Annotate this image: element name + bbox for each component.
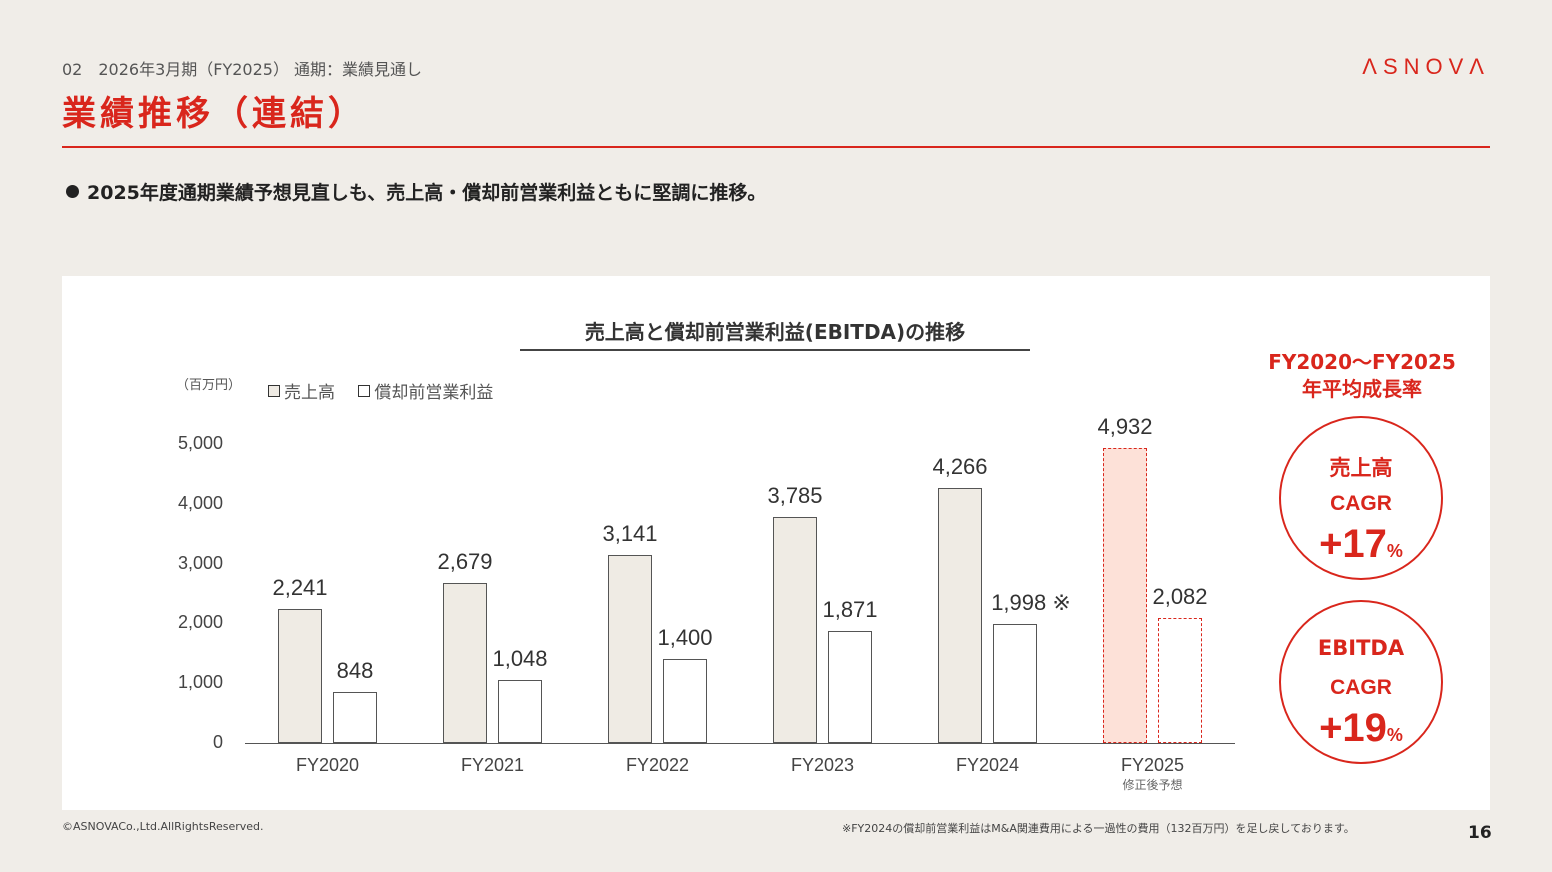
data-label-revenue: 3,141	[602, 521, 658, 547]
bar-revenue	[773, 516, 817, 743]
bar-ebitda	[993, 623, 1037, 743]
y-tick-label: 1,000	[177, 672, 223, 693]
chart-title: 売上高と償却前営業利益(EBITDA)の推移	[584, 320, 966, 344]
bar-revenue	[278, 608, 322, 743]
x-tick-label: FY2025	[1120, 755, 1185, 775]
cagr-revenue-number: +17	[1319, 522, 1387, 566]
legend-swatch-ebitda	[358, 385, 371, 397]
x-tick-sublabel: 修正後予想	[1122, 778, 1183, 792]
data-label-ebitda: 1,998 ※	[991, 589, 1071, 615]
cagr-circle-revenue: 売上高 CAGR +17%	[1279, 416, 1443, 580]
cagr-revenue-label: 売上高	[1329, 456, 1393, 480]
x-tick-label: FY2021	[460, 755, 525, 775]
chart-title-underline	[520, 349, 1030, 351]
data-label-revenue: 4,932	[1097, 414, 1153, 440]
bar-ebitda	[1158, 618, 1202, 743]
x-axis-baseline	[245, 743, 1235, 744]
x-tick-label: FY2022	[625, 755, 690, 775]
cagr-revenue-value: +17%	[1281, 522, 1441, 567]
cagr-heading: FY2020～FY2025 年平均成長率	[1262, 349, 1462, 403]
legend-label-ebitda: 償却前営業利益	[374, 383, 494, 403]
y-tick-label: 5,000	[177, 433, 223, 453]
bar-revenue	[443, 582, 487, 743]
y-tick-label: 3,000	[177, 552, 223, 573]
x-tick-label: FY2023	[790, 755, 855, 775]
bar-ebitda	[333, 692, 377, 743]
company-logo: ΛSNOVΛ	[1362, 54, 1490, 79]
summary-bullet: 2025年度通期業績予想見直しも、売上高・償却前営業利益ともに堅調に推移。	[66, 178, 766, 205]
copyright: ©ASNOVACo.,Ltd.AllRightsReserved.	[62, 820, 264, 833]
data-label-ebitda: 1,400	[657, 625, 713, 651]
data-label-revenue: 3,785	[767, 482, 823, 508]
section-label: 02 2026年3月期（FY2025） 通期：業績見通し	[62, 60, 423, 79]
bar-ebitda	[828, 631, 872, 743]
data-label-ebitda: 848	[336, 658, 374, 684]
cagr-revenue-unit: %	[1386, 541, 1403, 561]
cagr-ebitda-label: EBITDA	[1317, 636, 1405, 660]
title-divider	[62, 146, 1490, 148]
cagr-ebitda-value: +19%	[1281, 706, 1441, 751]
y-tick-label: 4,000	[177, 492, 223, 513]
summary-text: 2025年度通期業績予想見直しも、売上高・償却前営業利益ともに堅調に推移。	[87, 182, 767, 204]
chart-legend: 売上高 償却前営業利益	[268, 378, 511, 403]
data-label-ebitda: 1,871	[822, 597, 878, 623]
bar-ebitda	[498, 680, 542, 743]
cagr-ebitda-sub: CAGR	[1330, 676, 1392, 699]
cagr-heading-label: 年平均成長率	[1302, 377, 1422, 401]
data-label-revenue: 2,241	[272, 574, 328, 600]
bar-revenue	[608, 555, 652, 743]
y-tick-label: 0	[212, 732, 223, 752]
data-label-revenue: 2,679	[437, 548, 493, 574]
bullet-dot-icon	[66, 185, 79, 198]
cagr-revenue-sub: CAGR	[1330, 492, 1392, 515]
chart-unit-label: （百万円）	[176, 378, 242, 393]
data-label-ebitda: 1,048	[492, 646, 548, 672]
page-title: 業績推移（連結）	[62, 94, 366, 134]
y-tick-label: 2,000	[177, 612, 223, 633]
bar-ebitda	[663, 659, 707, 743]
legend-swatch-revenue	[268, 385, 280, 397]
data-label-revenue: 4,266	[932, 453, 988, 479]
x-tick-label: FY2020	[295, 755, 360, 775]
legend-item-ebitda: 償却前営業利益	[358, 383, 493, 403]
legend-item-revenue: 売上高	[268, 383, 335, 403]
bar-revenue	[1103, 448, 1147, 743]
cagr-heading-period: FY2020～FY2025	[1268, 350, 1456, 374]
cagr-ebitda-number: +19	[1319, 706, 1387, 750]
cagr-ebitda-unit: %	[1386, 725, 1403, 745]
legend-label-revenue: 売上高	[284, 383, 335, 403]
x-tick-label: FY2024	[955, 755, 1020, 775]
bar-revenue	[938, 487, 982, 743]
footnote: ※FY2024の償却前営業利益はM&A関連費用による一過性の費用（132百万円）…	[842, 822, 1355, 835]
cagr-circle-ebitda: EBITDA CAGR +19%	[1279, 600, 1443, 764]
data-label-ebitda: 2,082	[1152, 584, 1208, 610]
page-number: 16	[1468, 823, 1492, 843]
